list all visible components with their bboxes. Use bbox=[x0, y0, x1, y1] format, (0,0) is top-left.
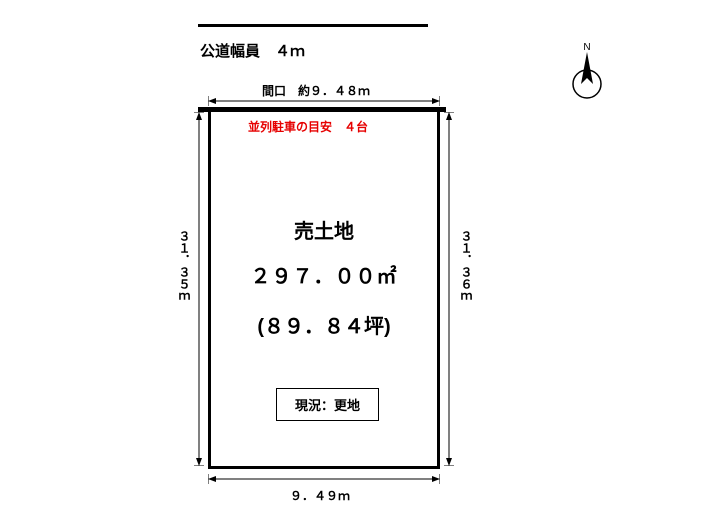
parking-note: 並列駐車の目安 ４台 bbox=[248, 118, 368, 135]
land-area-sqm: ２９７．００㎡ bbox=[211, 260, 437, 289]
left-dimension-label: ３１．３５ｍ bbox=[176, 230, 193, 302]
road-width-label: 公道幅員 ４ｍ bbox=[200, 40, 305, 61]
plot-border-top bbox=[198, 107, 446, 112]
right-dimension-label: ３１．３６ｍ bbox=[458, 230, 475, 302]
bottom-dimension-arrow bbox=[208, 474, 440, 484]
plot-border-right bbox=[437, 112, 440, 466]
frontage-label: 間口 約９．４８ｍ bbox=[262, 82, 370, 99]
compass-icon: N bbox=[570, 40, 604, 100]
left-dimension-arrow bbox=[194, 112, 204, 466]
road-line bbox=[198, 24, 428, 27]
right-dimension-arrow bbox=[444, 112, 454, 466]
status-box: 現況：更地 bbox=[276, 388, 379, 421]
bottom-dimension-label: ９．４９ｍ bbox=[290, 487, 350, 504]
plot-border-left bbox=[208, 112, 211, 466]
compass-letter: N bbox=[583, 42, 590, 53]
land-area-tsubo: (８９．８４坪) bbox=[211, 310, 437, 339]
plot-border-bottom bbox=[208, 466, 440, 469]
land-title: 売土地 bbox=[211, 215, 437, 244]
